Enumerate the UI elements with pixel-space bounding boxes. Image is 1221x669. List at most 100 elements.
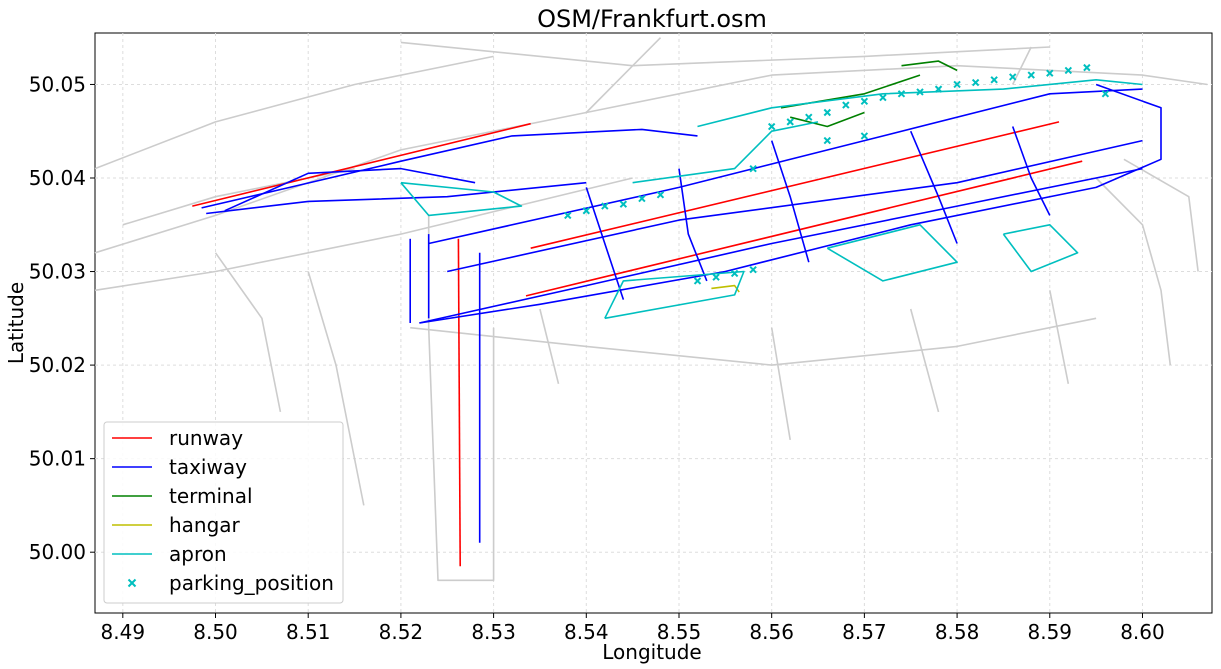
parking_position-marker [1064, 66, 1073, 75]
parking_position-marker [1046, 69, 1054, 77]
hangar-line [711, 284, 740, 293]
x-tick-label: 8.55 [657, 620, 702, 644]
marker-stroke [990, 76, 998, 84]
legend-label: terminal [169, 484, 253, 508]
x-tick-label: 8.51 [286, 620, 331, 644]
runway-line [457, 238, 461, 567]
legend-label: hangar [169, 513, 241, 537]
x-tick-label: 8.54 [564, 620, 609, 644]
legend-marker [127, 578, 137, 588]
marker-stroke [601, 202, 609, 210]
y-tick-label: 50.01 [29, 447, 86, 471]
background-road [410, 317, 1097, 366]
parking_position-marker [860, 132, 869, 140]
parking_position-marker [953, 80, 961, 89]
terminal-line [901, 60, 958, 72]
background-road [770, 327, 791, 441]
apron-line [826, 224, 958, 282]
y-tick-label: 50.03 [29, 260, 86, 284]
marker-stroke [823, 136, 832, 145]
apron-line [604, 270, 745, 320]
marker-stroke [934, 85, 943, 93]
marker-stroke [860, 97, 869, 105]
legend-label: apron [169, 542, 227, 566]
legend: runway taxiway terminal hangar apron parking_… [103, 421, 344, 604]
background-road [94, 55, 494, 170]
marker-stroke [786, 118, 794, 126]
legend-entry-taxiway: taxiway [112, 455, 247, 479]
parking_position-marker [564, 211, 572, 220]
taxiway-line [909, 130, 958, 244]
marker-stroke [860, 132, 869, 140]
x-tick-label: 8.58 [935, 620, 980, 644]
taxiway-line [428, 88, 1143, 245]
parking_position-marker [656, 191, 665, 199]
taxiway-line [678, 168, 708, 282]
parking_position-marker [749, 265, 757, 274]
parking_position-marker [1101, 90, 1110, 98]
marker-stroke [564, 211, 572, 220]
background-road [585, 37, 662, 114]
marker-stroke [693, 277, 702, 285]
parking_position-marker [712, 273, 720, 281]
marker-stroke [1008, 73, 1017, 81]
legend-label: runway [169, 426, 243, 450]
y-tick-label: 50.00 [29, 540, 86, 564]
parking_position-marker [916, 88, 924, 96]
marker-stroke [823, 108, 832, 117]
marker-stroke [916, 88, 924, 96]
apron-line [400, 181, 523, 217]
parking_position-marker [823, 108, 832, 117]
marker-stroke [656, 191, 665, 199]
marker-stroke [805, 113, 813, 121]
runway-line [192, 122, 531, 207]
taxiway-line [206, 181, 587, 215]
marker-stroke [1046, 69, 1054, 77]
y-tick-label: 50.05 [29, 72, 86, 96]
marker-stroke [749, 164, 757, 173]
background-road [400, 41, 1050, 67]
parking_position-marker [934, 85, 943, 93]
parking_position-marker [749, 164, 757, 173]
x-tick-label: 8.52 [379, 620, 424, 644]
marker-stroke [842, 101, 850, 109]
background-road [214, 252, 282, 413]
parking_position-marker [767, 122, 776, 131]
marker-stroke [619, 200, 628, 208]
x-tick-label: 8.57 [842, 620, 887, 644]
taxiway-line [224, 167, 476, 212]
apron-line [632, 121, 819, 184]
apron-line [1002, 224, 1079, 273]
marker-stroke [749, 265, 757, 274]
background-road [307, 271, 365, 506]
background-road [1049, 290, 1070, 384]
marker-stroke [767, 122, 776, 131]
chart-title: OSM/Frankfurt.osm [537, 5, 767, 33]
taxiway-line [419, 83, 1162, 324]
marker-stroke [1064, 66, 1073, 75]
taxiway-line [419, 167, 1143, 324]
taxiway-line [201, 128, 698, 209]
parking_position-marker [879, 93, 887, 102]
x-tick-label: 8.50 [193, 620, 238, 644]
background-road [1095, 177, 1172, 366]
background-road [909, 308, 940, 413]
marker-stroke [1083, 63, 1091, 72]
parking_position-marker [990, 76, 998, 84]
x-tick-label: 8.60 [1120, 620, 1165, 644]
marker-stroke [638, 194, 646, 203]
parking_position-marker [971, 78, 980, 87]
axes: 8.49 8.50 8.51 8.52 8.53 8.54 8.55 8.56 8.57 8.58… [29, 72, 1165, 644]
parking_position-marker [619, 200, 628, 208]
parking_position-marker [842, 101, 850, 109]
marker-stroke [897, 90, 906, 98]
parking_position-marker [805, 113, 813, 121]
y-tick-label: 50.02 [29, 353, 86, 377]
taxiway-line [770, 140, 810, 263]
legend-box [103, 421, 344, 604]
marker-stroke [1101, 90, 1110, 98]
marker-stroke [712, 273, 720, 281]
parking_position-marker [860, 97, 869, 105]
parking_position-marker [1027, 71, 1035, 79]
